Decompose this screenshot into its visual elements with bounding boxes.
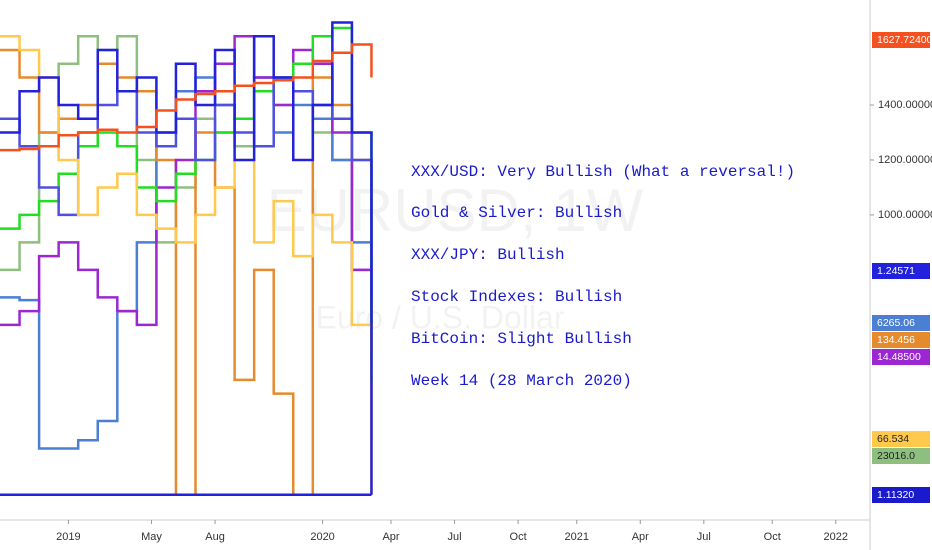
price-tag-label: 1.11320	[877, 489, 914, 501]
price-tag	[872, 315, 930, 331]
price-tag-label: 1.24571	[877, 265, 915, 277]
series-line	[0, 35, 373, 495]
x-tick-label: Jul	[448, 531, 462, 543]
x-tick-label: 2022	[824, 531, 848, 543]
annotation: XXX/JPY: Bullish	[411, 246, 565, 264]
y-tick-label: 1000.00000	[878, 209, 932, 221]
y-tick-label: 1400.00000	[878, 99, 932, 111]
x-tick-label: Oct	[764, 531, 781, 543]
y-tick-label: 1200.00000	[878, 154, 932, 166]
watermark-subtitle: Euro / U.S. Dollar	[316, 299, 565, 335]
annotation: Week 14 (28 March 2020)	[411, 372, 632, 390]
annotation: Gold & Silver: Bullish	[411, 204, 622, 222]
series-line	[0, 76, 373, 298]
annotation: XXX/USD: Very Bullish (What a reversal!)	[411, 163, 795, 181]
series-line	[0, 26, 373, 380]
annotation: Stock Indexes: Bullish	[411, 288, 622, 306]
x-tick-label: Aug	[205, 531, 225, 543]
price-tag	[872, 487, 930, 503]
x-tick-label: 2021	[564, 531, 588, 543]
series-line	[0, 21, 373, 495]
x-tick-label: Jul	[697, 531, 711, 543]
price-tag-label: 14.48500	[877, 351, 921, 363]
price-tag-label: 66.534	[877, 433, 909, 445]
price-tag	[872, 263, 930, 279]
price-tag	[872, 332, 930, 348]
x-tick-label: May	[141, 531, 162, 543]
series-line	[0, 48, 373, 496]
price-tag-label: 134.456	[877, 334, 915, 346]
annotation: BitCoin: Slight Bullish	[411, 330, 632, 348]
x-tick-label: Apr	[382, 531, 399, 543]
x-tick-label: Oct	[510, 531, 527, 543]
price-tag-label: 23016.0	[877, 450, 915, 462]
x-tick-label: Apr	[632, 531, 649, 543]
watermark: EURUSD, 1W	[267, 177, 644, 244]
series-line	[0, 43, 373, 152]
x-tick-label: 2019	[56, 531, 80, 543]
price-tag-label: 6265.06	[877, 317, 915, 329]
price-tag	[872, 448, 930, 464]
price-tag	[872, 349, 930, 365]
price-tag-label: 1627.72400	[877, 34, 932, 46]
price-tag	[872, 32, 930, 48]
price-tag	[872, 431, 930, 447]
x-tick-label: 2020	[310, 531, 334, 543]
